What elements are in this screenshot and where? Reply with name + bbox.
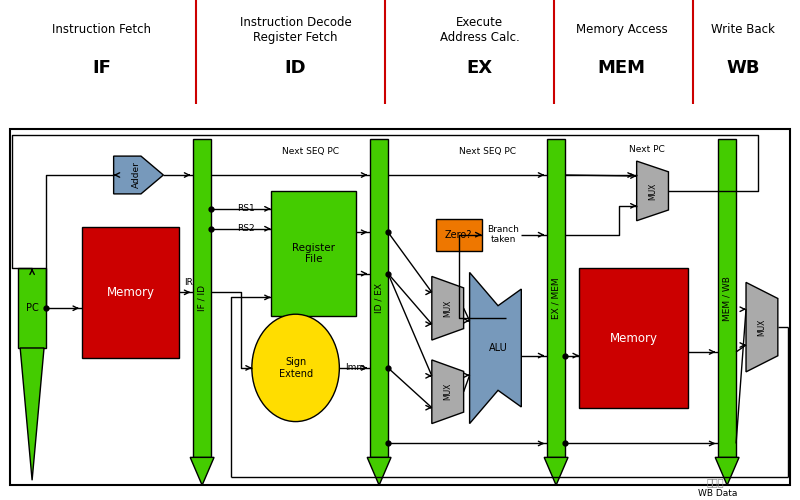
Bar	[579, 268, 688, 407]
Polygon shape	[637, 161, 669, 220]
Text: Next SEQ PC: Next SEQ PC	[459, 146, 516, 156]
Text: Write Back: Write Back	[711, 24, 775, 36]
Text: Sign
Extend: Sign Extend	[278, 357, 313, 378]
Text: IF: IF	[92, 58, 111, 76]
Text: WB: WB	[726, 58, 760, 76]
Ellipse shape	[252, 314, 339, 422]
Text: Branch
taken: Branch taken	[487, 225, 519, 244]
Text: WB Data: WB Data	[698, 489, 738, 498]
Text: Execute
Address Calc.: Execute Address Calc.	[440, 16, 519, 44]
Polygon shape	[114, 156, 163, 194]
Text: Memory Access: Memory Access	[576, 24, 668, 36]
Text: Memory: Memory	[106, 286, 154, 299]
Bar	[547, 139, 565, 458]
Polygon shape	[432, 276, 464, 340]
Text: RS1: RS1	[237, 204, 255, 214]
Polygon shape	[544, 458, 568, 485]
Text: Adder: Adder	[132, 162, 141, 188]
Bar	[82, 226, 179, 358]
Polygon shape	[190, 458, 214, 485]
Bar	[718, 139, 736, 458]
Text: MUX: MUX	[443, 383, 452, 400]
Bar	[18, 268, 46, 348]
Text: Register
File: Register File	[292, 243, 335, 264]
Text: Next PC: Next PC	[629, 144, 665, 154]
Text: Instruction Fetch: Instruction Fetch	[52, 24, 151, 36]
Text: PC: PC	[26, 303, 38, 313]
Polygon shape	[20, 348, 44, 480]
Text: Imm: Imm	[346, 364, 366, 372]
Text: MUX: MUX	[648, 182, 657, 200]
Text: IR: IR	[184, 278, 193, 287]
Text: Instruction Decode
Register Fetch: Instruction Decode Register Fetch	[240, 16, 351, 44]
Bar	[10, 130, 790, 485]
Text: MEM: MEM	[598, 58, 646, 76]
Bar	[370, 139, 388, 458]
Text: Memory: Memory	[610, 332, 658, 344]
Text: ALU: ALU	[489, 343, 507, 353]
Bar	[436, 219, 482, 250]
Text: ID / EX: ID / EX	[374, 284, 384, 314]
Polygon shape	[715, 458, 739, 485]
Text: MEM / WB: MEM / WB	[722, 276, 732, 320]
Text: RS2: RS2	[238, 224, 255, 233]
Text: Zero?: Zero?	[445, 230, 472, 239]
Text: EX: EX	[466, 58, 493, 76]
Polygon shape	[432, 360, 464, 424]
Text: IF / ID: IF / ID	[198, 286, 206, 312]
Bar	[193, 139, 211, 458]
Polygon shape	[470, 272, 522, 424]
Text: MUX: MUX	[443, 300, 452, 317]
Text: Next SEQ PC: Next SEQ PC	[282, 146, 339, 156]
Bar	[270, 191, 356, 316]
Polygon shape	[746, 282, 778, 372]
Text: EX / MEM: EX / MEM	[552, 278, 561, 319]
Text: MUX: MUX	[758, 318, 766, 336]
Polygon shape	[367, 458, 391, 485]
Text: 量子位: 量子位	[706, 477, 724, 487]
Text: ID: ID	[285, 58, 306, 76]
